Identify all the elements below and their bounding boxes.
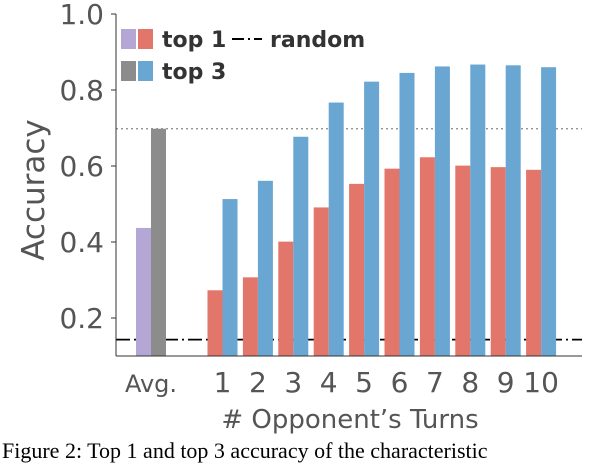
bar-top-1-turn-7: [419, 157, 435, 356]
bar-top-3-turn-9: [505, 65, 521, 357]
bar-top-3-turn-8: [470, 64, 486, 356]
figure-caption: Figure 2: Top 1 and top 3 accuracy of th…: [2, 438, 488, 463]
legend-swatch-top1-avg: [121, 29, 136, 49]
bar-top-3-turn-5: [364, 81, 380, 356]
y-tick-label: 1.0: [59, 0, 104, 31]
x-tick-label: 6: [391, 366, 409, 399]
x-tick-label: 10: [523, 366, 559, 399]
legend: top 1 random top 3: [121, 28, 365, 85]
x-tick-label: 5: [355, 366, 373, 399]
axes: [115, 14, 582, 357]
x-tick-label: 2: [249, 366, 267, 399]
y-axis-label: Accuracy: [16, 119, 52, 261]
bar-top-3-turn-6: [399, 72, 415, 357]
bar-top-1-turn-1: [207, 290, 223, 356]
chart: 0.2 0.4 0.6 0.8 1.0 1 2 3 4 5 6 7 8 9 10 Avg. Accuracy…: [16, 0, 582, 435]
y-tick-label: 0.8: [59, 74, 104, 107]
bar-top-3-turn-10: [541, 67, 557, 356]
legend-swatch-top3: [138, 61, 153, 81]
bar-top-1-turn-4: [313, 207, 329, 356]
x-tick-label-avg: Avg.: [125, 370, 177, 398]
bar-top-1-turn-3: [278, 241, 294, 356]
bar-top-3-turn-7: [434, 66, 450, 356]
bar-top-1-turn-5: [349, 183, 365, 356]
legend-label-top3: top 3: [162, 60, 226, 85]
avg-bar-top-3: [151, 128, 166, 356]
bar-top-1-turn-6: [384, 168, 400, 356]
x-tick-label: 7: [426, 366, 444, 399]
bar-top-3-turn-3: [293, 136, 309, 356]
y-tick-label: 0.4: [59, 226, 104, 259]
x-ticks: 1 2 3 4 5 6 7 8 9 10 Avg.: [125, 366, 559, 399]
bar-top-3-turn-2: [257, 180, 273, 356]
y-ticks: 0.2 0.4 0.6 0.8 1.0: [59, 0, 116, 335]
legend-swatch-top1: [138, 29, 153, 49]
x-axis-label: # Opponent’s Turns: [221, 405, 478, 435]
legend-label-top1: top 1: [162, 28, 226, 53]
legend-label-random: random: [270, 28, 365, 53]
bar-top-1-turn-8: [455, 165, 471, 356]
bar-top-1-turn-9: [490, 167, 506, 356]
bar-top-1-turn-2: [242, 277, 258, 356]
x-tick-label: 1: [214, 366, 232, 399]
bars: [136, 64, 557, 357]
y-tick-label: 0.2: [59, 302, 104, 335]
x-tick-label: 3: [284, 366, 302, 399]
x-tick-label: 9: [497, 366, 515, 399]
bar-top-3-turn-1: [222, 199, 238, 356]
x-tick-label: 4: [320, 366, 338, 399]
bar-top-3-turn-4: [328, 102, 344, 356]
bar-top-1-turn-10: [526, 169, 542, 356]
legend-swatch-top3-avg: [121, 61, 136, 81]
y-tick-label: 0.6: [59, 150, 104, 183]
x-tick-label: 8: [461, 366, 479, 399]
avg-bar-top-1: [136, 227, 151, 356]
